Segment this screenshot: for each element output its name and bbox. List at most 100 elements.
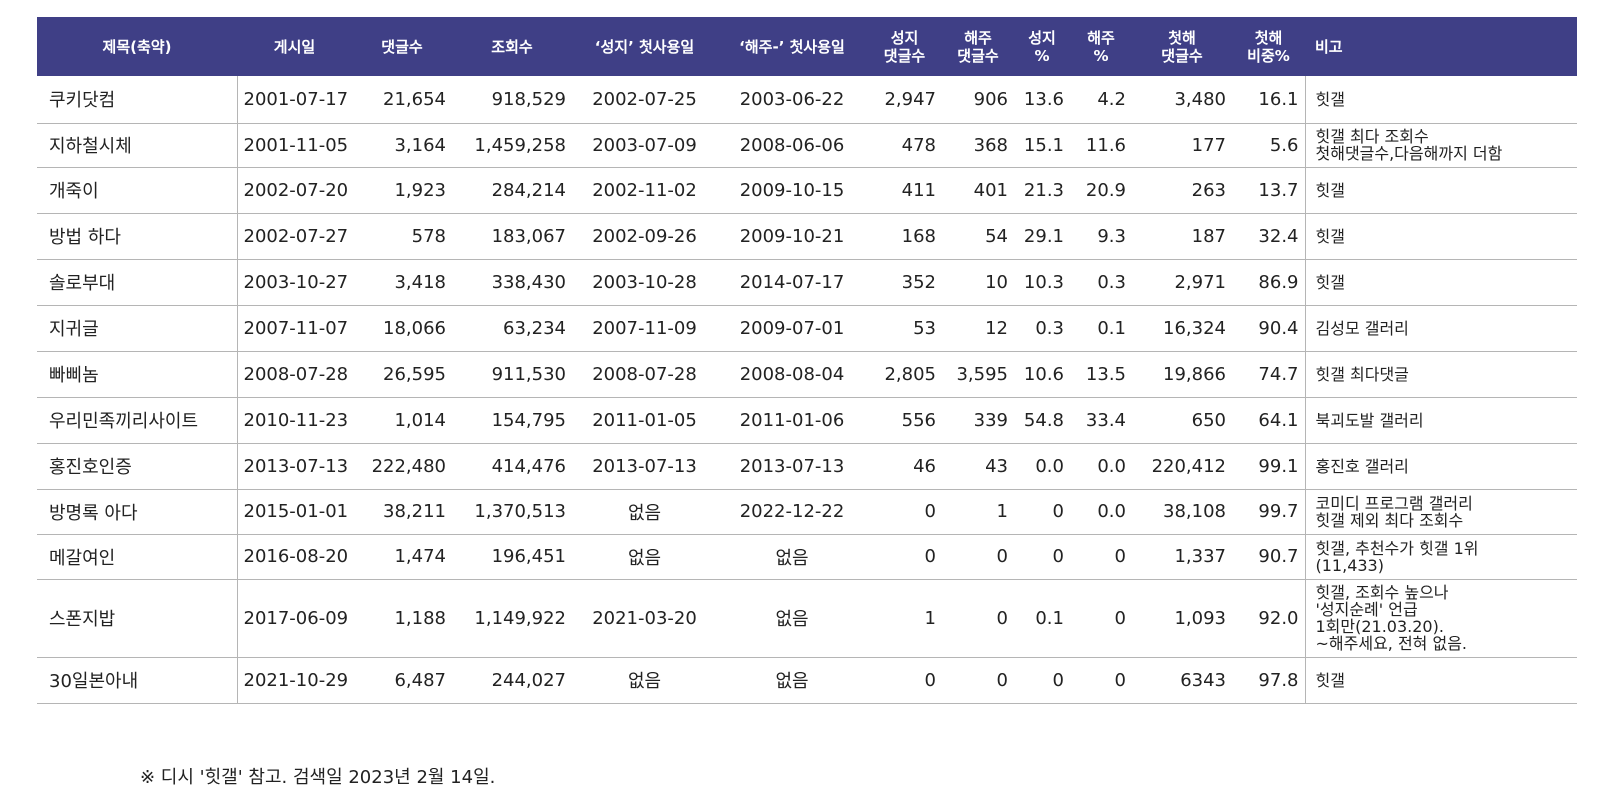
cell-seongji-comments: 0 bbox=[867, 534, 942, 580]
cell-views: 63,234 bbox=[452, 305, 572, 352]
cell-first-year-comments: 16,324 bbox=[1132, 305, 1232, 352]
cell-seongji-first: 2008-07-28 bbox=[572, 351, 717, 398]
cell-title: 스폰지밥 bbox=[37, 579, 238, 658]
cell-first-year-comments: 220,412 bbox=[1132, 443, 1232, 490]
table-row: 방법 하다 2002-07-27 578 183,067 2002-09-26 2009-… bbox=[37, 213, 1577, 260]
cell-title: 빠삐놈 bbox=[37, 351, 238, 398]
cell-note: 힛갤 최다댓글 bbox=[1304, 351, 1577, 398]
cell-note: 홍진호 갤러리 bbox=[1304, 443, 1577, 490]
cell-title: 개죽이 bbox=[37, 167, 238, 214]
cell-seongji-first: 없음 bbox=[572, 657, 717, 704]
cell-title: 솔로부대 bbox=[37, 259, 238, 306]
cell-haeju-first: 2009-10-15 bbox=[717, 167, 867, 214]
cell-haeju-pct: 0 bbox=[1070, 579, 1132, 658]
cell-seongji-first: 2011-01-05 bbox=[572, 397, 717, 444]
cell-note: 힛갤 최다 조회수 첫해댓글수,다음해까지 더함 bbox=[1304, 123, 1577, 168]
cell-seongji-first: 2002-07-25 bbox=[572, 76, 717, 124]
header-seongji-comments: 성지 댓글수 bbox=[883, 28, 926, 65]
cell-date: 2003-10-27 bbox=[237, 259, 352, 306]
cell-seongji-comments: 2,805 bbox=[867, 351, 942, 398]
cell-seongji-comments: 46 bbox=[867, 443, 942, 490]
cell-seongji-first: 2003-07-09 bbox=[572, 123, 717, 168]
cell-first-year-comments: 2,971 bbox=[1132, 259, 1232, 306]
cell-first-year-pct: 74.7 bbox=[1232, 351, 1305, 398]
cell-haeju-comments: 43 bbox=[942, 443, 1014, 490]
header-seongji-pct: 성지 % bbox=[1028, 28, 1056, 65]
cell-title: 방명록 아다 bbox=[37, 489, 238, 535]
header-haeju-pct: 해주 % bbox=[1087, 28, 1115, 65]
cell-first-year-comments: 1,337 bbox=[1132, 534, 1232, 580]
cell-seongji-pct: 54.8 bbox=[1014, 397, 1070, 444]
cell-seongji-first: 2002-11-02 bbox=[572, 167, 717, 214]
cell-comments: 38,211 bbox=[352, 489, 452, 535]
cell-first-year-comments: 6343 bbox=[1132, 657, 1232, 704]
table-row: 메갈여인 2016-08-20 1,474 196,451 없음 없음 0 0 0 0 1,337 9… bbox=[37, 534, 1577, 580]
cell-comments: 1,474 bbox=[352, 534, 452, 580]
cell-date: 2002-07-20 bbox=[237, 167, 352, 214]
cell-date: 2021-10-29 bbox=[237, 657, 352, 704]
cell-haeju-first: 2013-07-13 bbox=[717, 443, 867, 490]
cell-first-year-pct: 64.1 bbox=[1232, 397, 1305, 444]
cell-comments: 3,164 bbox=[352, 123, 452, 168]
cell-first-year-comments: 1,093 bbox=[1132, 579, 1232, 658]
cell-note: 힛갤 bbox=[1304, 259, 1577, 306]
cell-haeju-pct: 0 bbox=[1070, 657, 1132, 704]
cell-seongji-first: 없음 bbox=[572, 534, 717, 580]
cell-first-year-pct: 97.8 bbox=[1232, 657, 1305, 704]
cell-first-year-pct: 92.0 bbox=[1232, 579, 1305, 658]
cell-haeju-pct: 0 bbox=[1070, 534, 1132, 580]
table-row: 개죽이 2002-07-20 1,923 284,214 2002-11-02 2009-… bbox=[37, 167, 1577, 214]
cell-first-year-pct: 13.7 bbox=[1232, 167, 1305, 214]
cell-seongji-comments: 2,947 bbox=[867, 76, 942, 124]
cell-views: 244,027 bbox=[452, 657, 572, 704]
cell-haeju-comments: 3,595 bbox=[942, 351, 1014, 398]
table-row: 지귀글 2007-11-07 18,066 63,234 2007-11-09 2009-… bbox=[37, 305, 1577, 352]
header-first-year-pct: 첫해 비중% bbox=[1247, 28, 1290, 65]
cell-seongji-comments: 0 bbox=[867, 657, 942, 704]
cell-seongji-pct: 13.6 bbox=[1014, 76, 1070, 124]
table-row: 솔로부대 2003-10-27 3,418 338,430 2003-10-28 2014… bbox=[37, 259, 1577, 306]
cell-views: 911,530 bbox=[452, 351, 572, 398]
cell-comments: 21,654 bbox=[352, 76, 452, 124]
cell-haeju-pct: 0.0 bbox=[1070, 443, 1132, 490]
cell-date: 2001-11-05 bbox=[237, 123, 352, 168]
cell-seongji-comments: 1 bbox=[867, 579, 942, 658]
header-haeju-first: ‘해주-’ 첫사용일 bbox=[739, 37, 845, 56]
cell-date: 2010-11-23 bbox=[237, 397, 352, 444]
footnote: ※ 디시 '힛갤' 참고. 검색일 2023년 2월 14일. bbox=[140, 767, 496, 788]
cell-seongji-first: 없음 bbox=[572, 489, 717, 535]
cell-views: 338,430 bbox=[452, 259, 572, 306]
cell-haeju-first: 2003-06-22 bbox=[717, 76, 867, 124]
cell-date: 2002-07-27 bbox=[237, 213, 352, 260]
cell-note: 북괴도발 갤러리 bbox=[1304, 397, 1577, 444]
cell-haeju-comments: 54 bbox=[942, 213, 1014, 260]
cell-title: 지하철시체 bbox=[37, 123, 238, 168]
table-row: 홍진호인증 2013-07-13 222,480 414,476 2013-07-13 2… bbox=[37, 443, 1577, 490]
data-table: 제목(축약) 게시일 댓글수 조회수 ‘성지’ 첫사용일 ‘해주-’ 첫사용일 … bbox=[37, 17, 1577, 704]
cell-title: 30일본아내 bbox=[37, 657, 238, 704]
cell-seongji-pct: 0 bbox=[1014, 534, 1070, 580]
cell-views: 918,529 bbox=[452, 76, 572, 124]
cell-note: 코미디 프로그램 갤러리 힛갤 제외 최다 조회수 bbox=[1304, 489, 1577, 535]
cell-first-year-pct: 32.4 bbox=[1232, 213, 1305, 260]
cell-date: 2001-07-17 bbox=[237, 76, 352, 124]
cell-comments: 222,480 bbox=[352, 443, 452, 490]
cell-haeju-first: 2008-06-06 bbox=[717, 123, 867, 168]
cell-views: 1,370,513 bbox=[452, 489, 572, 535]
table-row: 30일본아내 2021-10-29 6,487 244,027 없음 없음 0 0 0 0 6343… bbox=[37, 657, 1577, 704]
cell-comments: 26,595 bbox=[352, 351, 452, 398]
cell-first-year-comments: 650 bbox=[1132, 397, 1232, 444]
header-seongji-first: ‘성지’ 첫사용일 bbox=[594, 37, 695, 56]
cell-haeju-pct: 20.9 bbox=[1070, 167, 1132, 214]
cell-views: 183,067 bbox=[452, 213, 572, 260]
cell-comments: 6,487 bbox=[352, 657, 452, 704]
cell-first-year-comments: 3,480 bbox=[1132, 76, 1232, 124]
cell-haeju-pct: 0.0 bbox=[1070, 489, 1132, 535]
cell-note: 힛갤 bbox=[1304, 213, 1577, 260]
table-row: 쿠키닷컴 2001-07-17 21,654 918,529 2002-07-25 200… bbox=[37, 76, 1577, 124]
cell-date: 2013-07-13 bbox=[237, 443, 352, 490]
cell-haeju-comments: 906 bbox=[942, 76, 1014, 124]
cell-first-year-pct: 5.6 bbox=[1232, 123, 1305, 168]
cell-haeju-comments: 0 bbox=[942, 579, 1014, 658]
cell-views: 196,451 bbox=[452, 534, 572, 580]
